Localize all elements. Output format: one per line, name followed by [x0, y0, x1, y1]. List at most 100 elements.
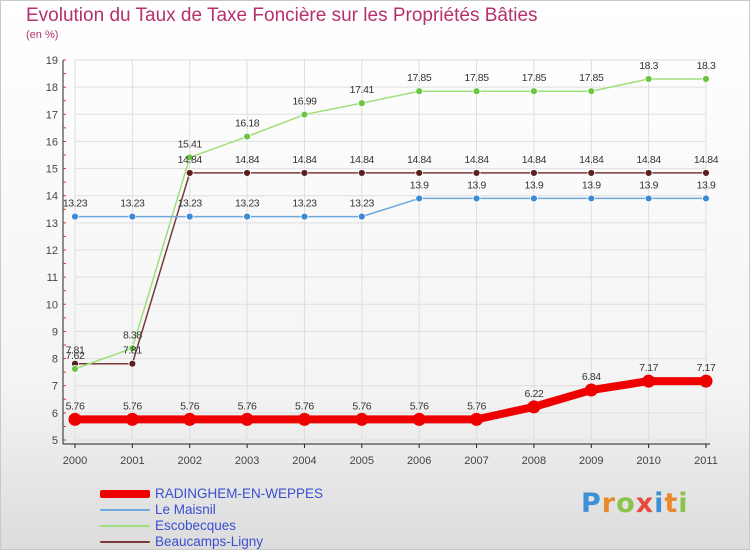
data-label: 5.76 — [238, 400, 257, 412]
x-tick-label: 2010 — [636, 455, 660, 467]
x-tick-label: 2007 — [464, 455, 488, 467]
data-label: 14.84 — [407, 154, 432, 166]
data-label: 13.23 — [63, 198, 88, 210]
logo-letter: o — [616, 488, 636, 519]
data-point — [357, 169, 366, 177]
chart-subtitle: (en %) — [26, 29, 59, 41]
data-label: 14.84 — [522, 154, 547, 166]
x-tick-label: 2005 — [350, 455, 374, 467]
y-tick-label: 7 — [52, 381, 58, 393]
data-point — [243, 132, 251, 141]
data-point — [415, 194, 424, 203]
data-label: 5.76 — [467, 400, 486, 412]
data-label: 13.9 — [524, 179, 543, 191]
data-label: 13.9 — [467, 179, 486, 191]
data-label: 5.76 — [352, 400, 371, 412]
data-label: 7.17 — [639, 362, 658, 374]
legend-label: Escobecques — [155, 518, 237, 533]
data-point — [699, 374, 713, 388]
data-label: 7.17 — [697, 362, 716, 374]
data-point — [472, 87, 481, 96]
x-tick-label: 2000 — [63, 455, 87, 467]
data-label: 14.84 — [350, 154, 375, 166]
x-tick-label: 2002 — [177, 455, 201, 467]
data-label: 16.99 — [292, 96, 317, 108]
data-point — [355, 412, 369, 426]
data-label: 7.81 — [66, 345, 85, 357]
logo-letter: r — [601, 488, 617, 519]
data-label: 14.84 — [694, 154, 719, 166]
data-point — [300, 110, 309, 119]
logo-letter: i — [654, 488, 665, 519]
data-label: 5.76 — [295, 400, 314, 412]
data-label: 5.76 — [123, 400, 142, 412]
x-tick-label: 2011 — [694, 455, 718, 467]
legend-swatch — [100, 525, 150, 527]
y-tick-label: 9 — [52, 326, 58, 338]
data-label: 15.41 — [178, 138, 203, 150]
logo-letter: P — [581, 488, 602, 519]
data-point — [357, 99, 366, 108]
legend-swatch — [100, 490, 150, 498]
y-tick-label: 5 — [52, 435, 58, 447]
series-line-2 — [74, 78, 707, 370]
data-point — [644, 75, 653, 83]
data-label: 13.23 — [292, 198, 317, 210]
x-tick-label: 2001 — [120, 455, 144, 467]
data-point — [71, 364, 79, 373]
x-tick-label: 2008 — [522, 455, 546, 467]
logo-letter: t — [664, 488, 679, 519]
data-label: 13.23 — [178, 198, 203, 210]
data-point — [587, 194, 596, 203]
x-tick-label: 2006 — [407, 455, 431, 467]
data-point — [128, 212, 137, 221]
data-label: 7.62 — [66, 350, 85, 362]
data-label: 5.76 — [410, 400, 429, 412]
chart-title: Evolution du Taux de Taxe Foncière sur l… — [26, 5, 538, 26]
data-label: 17.85 — [522, 72, 547, 84]
data-point — [530, 169, 538, 177]
data-point — [530, 194, 538, 203]
data-label: 16.18 — [235, 118, 260, 130]
data-point — [530, 87, 538, 96]
x-tick-label: 2009 — [579, 455, 603, 467]
data-point — [357, 212, 366, 221]
data-point — [702, 194, 710, 203]
data-label: 14.84 — [178, 154, 203, 166]
data-point — [297, 412, 311, 426]
series-line-0 — [71, 377, 710, 424]
data-point — [128, 344, 137, 353]
y-tick-label: 11 — [47, 272, 58, 284]
data-point — [300, 212, 309, 221]
data-point — [300, 169, 309, 177]
data-point — [243, 169, 251, 177]
data-label: 14.84 — [579, 154, 604, 166]
data-label: 13.9 — [697, 179, 716, 191]
y-tick-label: 17 — [46, 109, 58, 121]
legend-label: Le Maisnil — [155, 502, 216, 517]
data-label: 8.38 — [123, 329, 142, 341]
y-tick-label: 13 — [46, 218, 58, 230]
data-point — [71, 212, 79, 221]
data-point — [702, 75, 710, 83]
data-point — [702, 169, 710, 177]
data-point — [587, 87, 596, 96]
data-point — [185, 169, 194, 177]
y-tick-label: 19 — [46, 55, 58, 67]
data-point — [642, 374, 656, 388]
logo-letter: i — [678, 488, 689, 519]
data-label: 17.85 — [579, 72, 604, 84]
series-line-1 — [74, 197, 707, 218]
data-point — [472, 169, 481, 177]
series-line-3 — [74, 172, 707, 365]
legend-label: Beaucamps-Ligny — [155, 534, 264, 549]
data-label: 13.23 — [235, 198, 260, 210]
data-label: 13.23 — [350, 198, 375, 210]
data-point — [472, 194, 481, 203]
data-label: 13.9 — [582, 179, 601, 191]
proxiti-logo: Proxiti — [581, 488, 689, 519]
logo-letter: x — [635, 488, 655, 519]
data-label: 7.81 — [123, 345, 142, 357]
